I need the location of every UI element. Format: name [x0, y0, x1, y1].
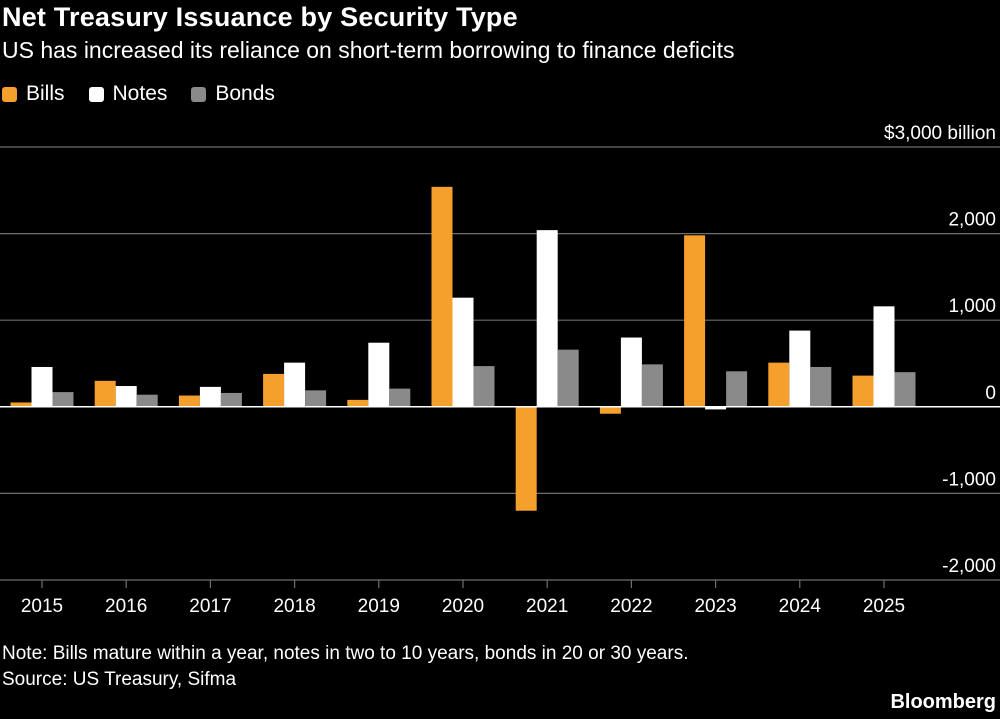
bar-bonds-2017	[220, 392, 242, 407]
bar-bills-2023	[684, 235, 706, 407]
bar-bonds-2018	[305, 390, 327, 407]
x-tick-label: 2023	[694, 596, 736, 617]
x-tick-label: 2015	[21, 596, 63, 617]
bar-bonds-2019	[389, 388, 411, 407]
bar-bills-2019	[347, 399, 369, 407]
bar-notes-2021	[536, 230, 558, 407]
x-tick-label: 2025	[863, 596, 905, 617]
bloomberg-logo: Bloomberg	[890, 691, 996, 713]
bar-bills-2021	[515, 406, 537, 511]
chart-title: Net Treasury Issuance by Security Type	[2, 2, 518, 32]
bar-bonds-2016	[136, 394, 158, 407]
bar-bills-2016	[94, 380, 116, 407]
gridlines	[0, 146, 1000, 581]
legend-swatch-bills	[2, 86, 17, 102]
bar-notes-2025	[873, 306, 895, 407]
legend: Bills Notes Bonds	[2, 82, 299, 106]
legend-swatch-bonds	[191, 86, 207, 102]
x-tick-label: 2018	[273, 596, 315, 617]
legend-label-bonds: Bonds	[215, 82, 275, 105]
legend-label-bills: Bills	[26, 82, 65, 105]
bar-bonds-2023	[726, 371, 748, 407]
x-tick-label: 2020	[442, 596, 484, 617]
x-tick-label: 2017	[189, 596, 231, 617]
bar-notes-2016	[115, 386, 137, 407]
bar-bills-2017	[178, 395, 200, 407]
legend-swatch-notes	[88, 86, 104, 102]
chart-subtitle: US has increased its reliance on short-t…	[2, 37, 735, 63]
x-tick-label: 2016	[105, 596, 147, 617]
bar-bonds-2015	[52, 392, 74, 407]
bar-notes-2018	[284, 362, 306, 407]
legend-item-bills: Bills	[2, 82, 65, 106]
x-tick-label: 2019	[358, 596, 400, 617]
bar-notes-2023	[705, 406, 727, 410]
chart-source: Source: US Treasury, Sifma	[2, 669, 237, 690]
bar-bonds-2025	[894, 372, 916, 407]
bar-notes-2024	[789, 330, 811, 407]
y-tick-label: $3,000 billion	[884, 123, 996, 144]
bar-bills-2015	[10, 402, 32, 407]
bar-notes-2015	[31, 366, 53, 407]
x-tick-label: 2022	[610, 596, 652, 617]
bar-notes-2022	[620, 337, 642, 407]
y-tick-label: 0	[985, 383, 996, 404]
chart-note: Note: Bills mature within a year, notes …	[2, 643, 689, 664]
y-tick-label: -2,000	[942, 556, 996, 577]
bar-bonds-2021	[557, 349, 579, 407]
x-tick-label: 2021	[526, 596, 568, 617]
bar-bills-2024	[768, 362, 790, 407]
bar-bills-2018	[263, 373, 285, 407]
y-tick-label: 2,000	[948, 210, 996, 231]
legend-label-notes: Notes	[112, 82, 168, 105]
legend-item-notes: Notes	[88, 82, 168, 106]
bar-bills-2025	[852, 375, 874, 407]
legend-item-bonds: Bonds	[191, 82, 275, 106]
bar-notes-2017	[199, 386, 221, 407]
bar-notes-2019	[368, 342, 390, 407]
bar-bonds-2020	[473, 366, 495, 407]
y-tick-labels: $3,000 billion 2,000 1,000 0 -1,000 -2,000	[884, 123, 996, 577]
bar-bonds-2024	[810, 366, 832, 407]
y-tick-label: 1,000	[948, 296, 996, 317]
bar-bills-2020	[431, 186, 453, 407]
x-tick-label: 2024	[779, 596, 822, 617]
y-tick-label: -1,000	[942, 469, 996, 490]
bars	[10, 186, 916, 511]
bar-notes-2020	[452, 297, 474, 407]
x-tick-labels: 2015 2016 2017 2018 2019 2020 2021 2022 2023 2024…	[21, 580, 905, 617]
bar-bonds-2022	[641, 364, 663, 407]
bar-bills-2022	[599, 406, 621, 414]
